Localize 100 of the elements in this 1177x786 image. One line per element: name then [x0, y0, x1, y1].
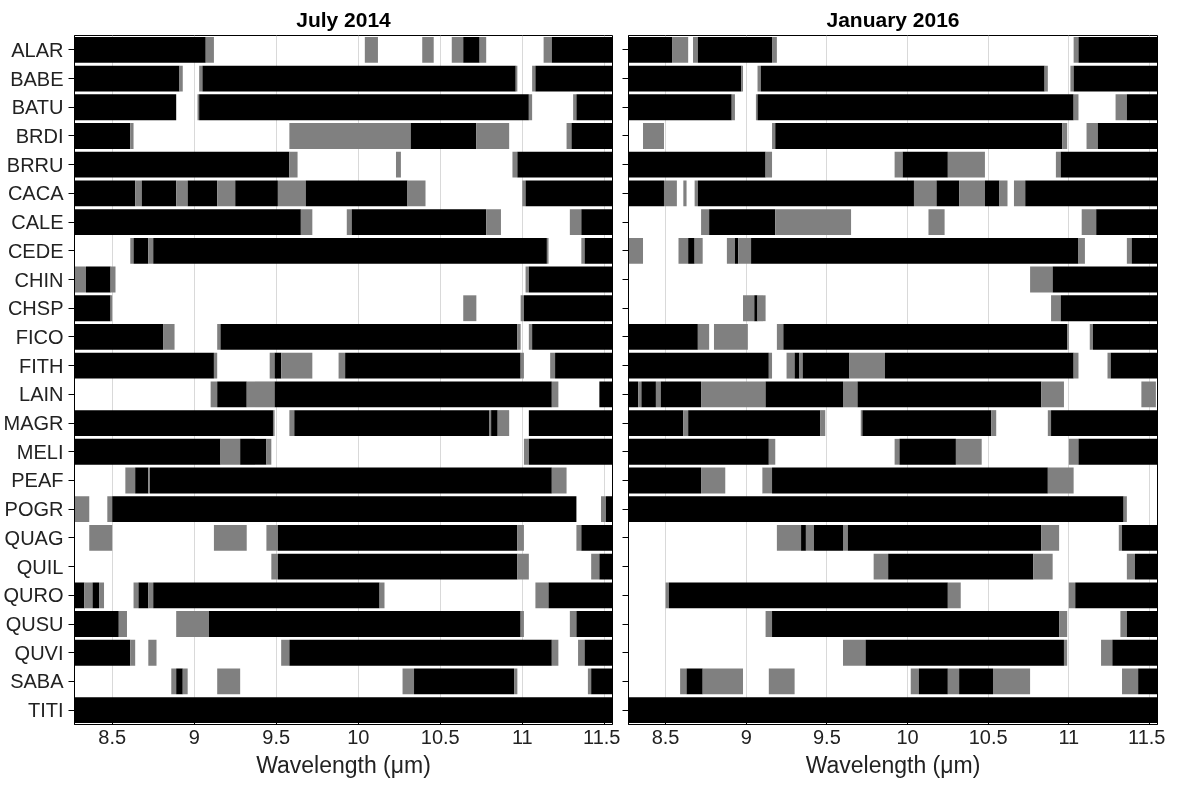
y-tick-label: LAIN — [19, 383, 64, 406]
bar — [512, 151, 518, 178]
bar — [528, 324, 533, 350]
bar — [701, 381, 766, 408]
x-axis-title: Wavelength (μm) — [805, 751, 981, 778]
x-tick-label: 10 — [347, 725, 370, 748]
bar — [1044, 65, 1048, 92]
bar — [402, 668, 415, 695]
x-tick-label: 8.5 — [651, 725, 680, 748]
bar — [269, 352, 275, 379]
bar — [235, 180, 278, 207]
bar — [947, 151, 985, 178]
bar — [638, 381, 642, 408]
bar — [338, 352, 346, 379]
bar — [601, 496, 606, 523]
bar — [757, 65, 761, 92]
bar — [576, 611, 613, 637]
bar — [936, 180, 960, 207]
bar — [663, 180, 677, 207]
bar — [1107, 352, 1111, 379]
bar — [672, 36, 689, 63]
bar — [683, 410, 689, 436]
chart-title: January 2016 — [826, 7, 960, 31]
bar — [1086, 123, 1098, 149]
x-tick-label: 11.5 — [1128, 725, 1166, 748]
bar — [1062, 123, 1068, 149]
x-tick-label: 9.5 — [812, 725, 841, 748]
bar — [571, 123, 613, 149]
bar — [176, 180, 188, 207]
bar — [163, 324, 175, 350]
bar — [176, 611, 209, 637]
bar — [345, 352, 521, 379]
bar — [220, 438, 241, 465]
bar — [1041, 381, 1064, 408]
bar — [476, 123, 510, 149]
y-tick-label: MAGR — [3, 412, 64, 435]
y-tick-label: QUVI — [14, 641, 64, 664]
bar — [551, 639, 559, 666]
y-tick-label: CACA — [7, 182, 65, 205]
y-tick-label: CEDE — [7, 239, 64, 262]
bar — [148, 237, 154, 264]
bar — [520, 295, 524, 322]
bar — [581, 209, 613, 236]
chart-title: July 2014 — [296, 7, 392, 31]
bar — [535, 582, 549, 609]
y-tick-label: MELI — [16, 440, 64, 463]
y-tick-label: BABE — [10, 67, 64, 90]
bar — [395, 151, 401, 178]
bar — [532, 324, 613, 350]
bar — [786, 352, 795, 379]
bar — [289, 123, 411, 149]
x-tick-label: 11 — [1058, 725, 1080, 748]
x-tick-label: 10.5 — [420, 725, 460, 748]
bar — [1033, 553, 1053, 580]
bar — [543, 36, 552, 63]
y-tick-label: PEAF — [11, 469, 64, 492]
bar — [569, 209, 582, 236]
y-tick-label: BRRU — [6, 153, 64, 176]
bar — [266, 524, 278, 551]
bar — [1081, 209, 1097, 236]
y-tick-label: CHIN — [14, 268, 64, 291]
bar — [281, 639, 290, 666]
bar — [820, 410, 826, 436]
bar — [179, 65, 183, 92]
bar — [928, 209, 945, 236]
y-tick-label: BATU — [11, 96, 64, 119]
bar — [246, 381, 275, 408]
bar — [130, 639, 136, 666]
bar — [528, 94, 533, 121]
bar — [584, 237, 613, 264]
bar — [591, 553, 600, 580]
bar — [701, 467, 726, 494]
bar — [281, 352, 313, 379]
bar — [726, 237, 735, 264]
bar — [702, 668, 744, 695]
bar — [277, 180, 306, 207]
bar — [148, 639, 157, 666]
bar — [289, 151, 298, 178]
bar — [1073, 65, 1158, 92]
bar — [525, 180, 613, 207]
bar — [697, 324, 710, 350]
x-tick-label: 10.5 — [968, 725, 1008, 748]
x-tick-label: 11.5 — [583, 725, 621, 748]
y-tick-label: CALE — [11, 211, 64, 234]
x-tick-label: 11 — [511, 725, 533, 748]
y-tick-label: QUSU — [5, 613, 64, 636]
bar — [678, 237, 689, 264]
bar — [107, 496, 113, 523]
bar — [135, 180, 142, 207]
bar — [517, 324, 521, 350]
x-tick-label: 9 — [740, 725, 752, 748]
bar — [110, 266, 116, 293]
bar — [118, 611, 127, 637]
x-axis-title: Wavelength (μm) — [256, 751, 431, 778]
bar — [765, 381, 843, 408]
bar — [683, 180, 687, 207]
bar — [1126, 237, 1132, 264]
bar — [213, 524, 247, 551]
bar — [551, 381, 559, 408]
y-tick-label: POGR — [4, 498, 64, 521]
